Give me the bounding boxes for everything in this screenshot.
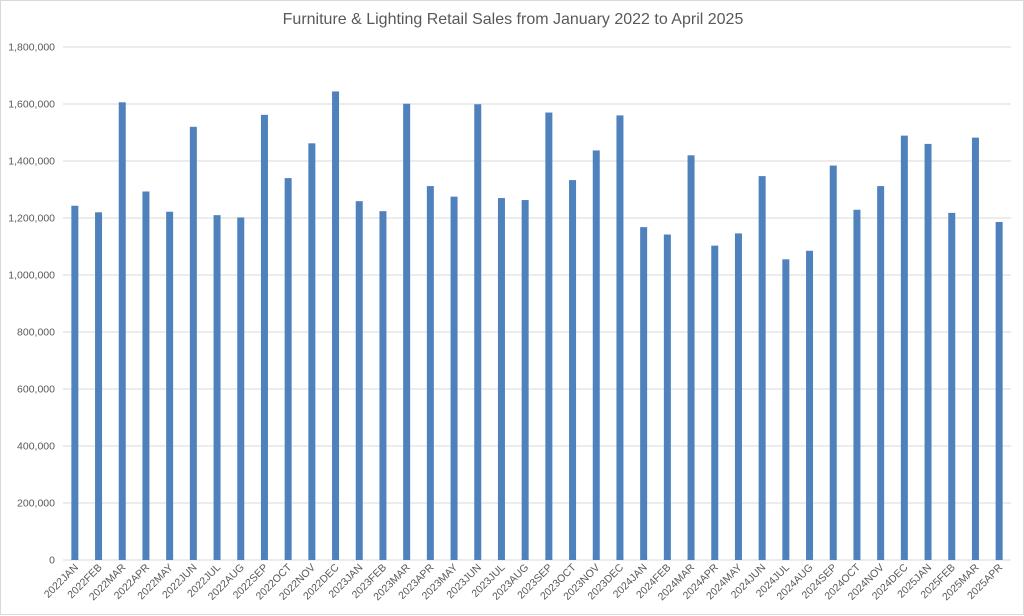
bars (71, 91, 1003, 561)
y-tick-label: 600,000 (17, 384, 55, 396)
bar-2024mar (687, 155, 695, 561)
bar-2022dec (332, 91, 340, 561)
y-tick-label: 0 (49, 555, 55, 567)
bar-2022may (166, 211, 174, 561)
bar-2023sep (545, 112, 553, 561)
bar-2022feb (95, 212, 103, 561)
bar-2024jun (758, 176, 766, 561)
bar-2024feb (663, 234, 671, 560)
y-tick-label: 1,600,000 (8, 99, 55, 111)
bar-2024jan (640, 227, 648, 560)
bar-2025apr (995, 221, 1003, 561)
bar-2023feb (379, 211, 387, 560)
gridlines (63, 46, 1011, 561)
bar-2023jul (497, 198, 505, 561)
chart-title: Furniture & Lighting Retail Sales from J… (282, 11, 744, 28)
y-tick-label: 1,000,000 (8, 270, 55, 282)
bar-2024sep (829, 165, 837, 560)
bar-2022nov (308, 143, 316, 560)
y-tick-label: 800,000 (17, 327, 55, 339)
bar-2023dec (616, 115, 624, 561)
y-tick-label: 400,000 (17, 441, 55, 453)
bar-2024jul (782, 259, 790, 560)
bar-2023aug (521, 200, 529, 561)
y-tick-label: 1,400,000 (8, 156, 55, 168)
bar-2024oct (853, 209, 861, 561)
bar-2025jan (924, 143, 932, 560)
y-tick-label: 1,800,000 (8, 42, 55, 54)
bar-2022jul (213, 215, 221, 560)
bar-2023mar (403, 103, 411, 560)
bar-2024nov (877, 186, 885, 560)
bar-2022jun (189, 126, 197, 561)
bar-2024aug (806, 250, 814, 560)
y-axis-tick-labels: 0 200,000 400,000 600,000 800,000 1,000,000 1,… (8, 42, 55, 567)
bar-2022oct (284, 178, 292, 560)
bar-2023apr (426, 186, 434, 560)
bar-2024may (734, 233, 742, 560)
bar-2023oct (569, 180, 577, 560)
bar-2022apr (142, 191, 150, 560)
bar-2025mar (971, 137, 979, 560)
bar-2023jun (474, 104, 482, 560)
bar-2022sep (260, 114, 268, 560)
bar-2023may (450, 196, 458, 560)
bar-2023nov (592, 150, 600, 560)
bar-2023jan (355, 201, 363, 560)
bar-2022jan (71, 205, 79, 560)
bar-2022aug (237, 217, 245, 560)
bar-2024apr (711, 245, 719, 560)
bar-2024dec (900, 135, 908, 560)
y-tick-label: 1,200,000 (8, 213, 55, 225)
x-axis-tick-labels: 2022JAN2022FEB2022MAR2022APR2022MAY2022J… (42, 561, 1006, 603)
y-tick-label: 200,000 (17, 498, 55, 510)
bar-2022mar (118, 102, 126, 560)
bar-2025feb (948, 212, 956, 560)
